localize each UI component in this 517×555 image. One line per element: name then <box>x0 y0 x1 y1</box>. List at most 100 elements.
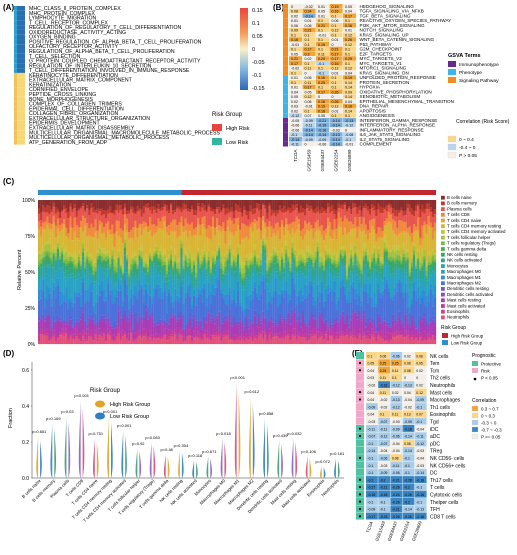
stacked-bar-segment <box>118 236 120 249</box>
stacked-bar-segment <box>157 267 159 272</box>
gsva-term-strip <box>283 33 288 38</box>
heatmap-value: 0.02 <box>392 391 399 395</box>
stacked-bar-segment <box>338 322 340 325</box>
stacked-bar-segment <box>419 320 421 332</box>
stacked-bar-segment <box>72 200 74 209</box>
stacked-bar-segment <box>74 208 76 218</box>
stacked-bar-segment <box>239 246 241 258</box>
stacked-bar-segment <box>250 338 252 344</box>
stacked-bar-segment <box>153 266 155 288</box>
stacked-bar-segment <box>109 290 111 294</box>
legend-label: -0.4 ~ 0 <box>459 145 476 151</box>
stacked-bar-segment <box>283 321 285 332</box>
stacked-bar-segment <box>141 260 143 262</box>
stacked-bar-segment <box>384 251 386 252</box>
stacked-bar-segment <box>99 296 101 319</box>
stacked-bar-segment <box>277 263 279 264</box>
stacked-bar-segment <box>212 268 214 274</box>
significance-dot <box>359 435 361 437</box>
violin-high <box>192 460 194 478</box>
stacked-bar-segment <box>164 323 166 328</box>
stacked-bar-segment <box>231 268 233 270</box>
stacked-bar-segment <box>67 252 69 257</box>
stacked-bar-segment <box>426 321 428 325</box>
heatmap-value: 0.05 <box>291 95 298 99</box>
stacked-bar-segment <box>218 312 220 314</box>
stacked-bar-segment <box>283 269 285 273</box>
stacked-bar-segment <box>409 290 411 307</box>
stacked-bar-segment <box>396 250 398 256</box>
stacked-bar-segment <box>69 253 71 256</box>
stacked-bar-segment <box>319 312 321 314</box>
stacked-bar-segment <box>222 332 224 336</box>
legend-swatch <box>441 236 445 240</box>
stacked-bar-segment <box>107 200 109 210</box>
stacked-bar-segment <box>245 316 247 318</box>
stacked-bar-segment <box>411 262 413 266</box>
stacked-bar-segment <box>323 272 325 279</box>
stacked-bar-segment <box>356 208 358 214</box>
stacked-bar-segment <box>78 326 80 334</box>
stacked-bar-segment <box>107 319 109 329</box>
stacked-bar-segment <box>153 326 155 334</box>
stacked-bar-segment <box>352 262 354 266</box>
stacked-bar-segment <box>116 332 118 336</box>
stacked-bar-segment <box>132 252 134 257</box>
stacked-bar-segment <box>63 319 65 322</box>
stacked-bar-segment <box>237 336 239 338</box>
stacked-bar-segment <box>239 273 241 279</box>
stacked-bar-segment <box>415 329 417 334</box>
legend-swatch <box>441 202 445 206</box>
stacked-bar-segment <box>82 330 84 334</box>
stacked-bar-segment <box>434 253 436 255</box>
stacked-bar-segment <box>392 200 394 208</box>
stacked-bar-segment <box>296 204 298 208</box>
legend-label: High Risk <box>226 126 250 132</box>
stacked-bar-segment <box>317 230 319 239</box>
stacked-bar-segment <box>189 265 191 268</box>
stacked-bar-segment <box>235 326 237 335</box>
stacked-bar-segment <box>346 219 348 234</box>
stacked-bar-segment <box>193 210 195 215</box>
stacked-bar-segment <box>69 227 71 229</box>
stacked-bar-segment <box>57 321 59 335</box>
stacked-bar-segment <box>327 253 329 256</box>
stacked-bar-segment <box>256 336 258 338</box>
stacked-bar-segment <box>168 260 170 264</box>
stacked-bar-segment <box>241 289 243 307</box>
stacked-bar-segment <box>53 203 55 207</box>
stacked-bar-segment <box>67 239 69 251</box>
stacked-bar-segment <box>369 321 371 322</box>
stacked-bar-segment <box>384 277 386 289</box>
heatmap-cell <box>17 6 25 11</box>
stacked-bar-segment <box>122 274 124 276</box>
stacked-bar-segment <box>348 338 350 344</box>
heatmap-cell <box>14 59 17 64</box>
stacked-bar-segment <box>245 266 247 271</box>
stacked-bar-segment <box>46 260 48 264</box>
stacked-bar-segment <box>63 260 65 262</box>
p-value-label: p=0.671 <box>202 449 217 454</box>
stacked-bar-segment <box>312 315 314 318</box>
stacked-bar-segment <box>222 337 224 344</box>
stacked-bar-segment <box>168 322 170 324</box>
stacked-bar-segment <box>419 280 421 285</box>
stacked-bar-segment <box>371 272 373 276</box>
stacked-bar-segment <box>398 331 400 333</box>
stacked-bar-segment <box>162 335 164 337</box>
stacked-bar-segment <box>42 251 44 256</box>
stacked-bar-segment <box>302 240 304 241</box>
stacked-bar-segment <box>419 296 421 303</box>
stacked-bar-segment <box>279 333 281 339</box>
gsva-term-strip <box>283 61 288 66</box>
stacked-bar-segment <box>304 333 306 337</box>
stacked-bar-segment <box>107 256 109 259</box>
stacked-bar-segment <box>298 213 300 219</box>
stacked-bar-segment <box>323 325 325 332</box>
stacked-bar-segment <box>88 274 90 277</box>
stacked-bar-segment <box>229 252 231 255</box>
gsva-term-strip <box>283 137 288 142</box>
stacked-bar-segment <box>289 340 291 344</box>
stacked-bar-segment <box>402 257 404 258</box>
stacked-bar-segment <box>132 334 134 339</box>
